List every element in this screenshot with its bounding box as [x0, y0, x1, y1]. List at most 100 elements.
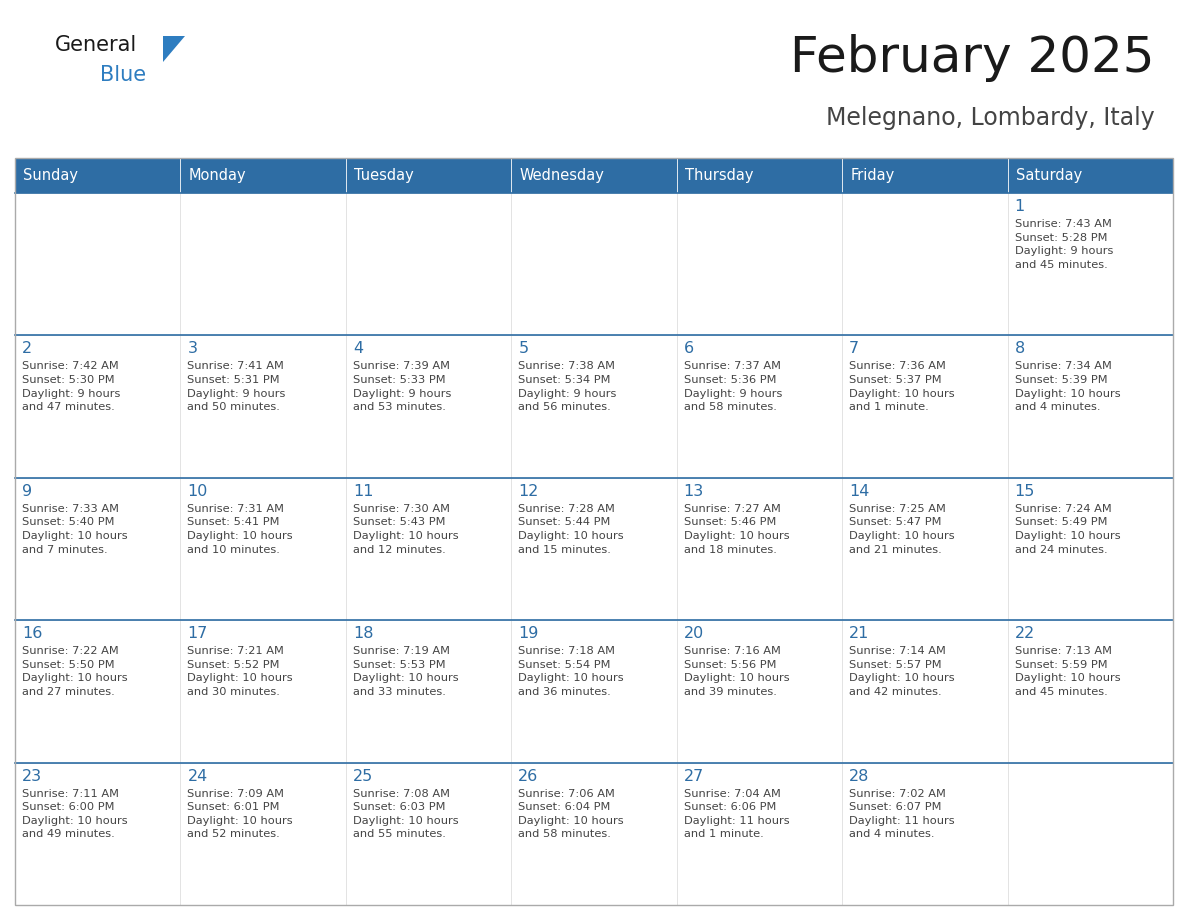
FancyBboxPatch shape [1007, 621, 1173, 763]
Text: 8: 8 [1015, 341, 1025, 356]
Text: 12: 12 [518, 484, 538, 498]
FancyBboxPatch shape [842, 621, 1007, 763]
FancyBboxPatch shape [511, 193, 677, 335]
Text: Sunrise: 7:16 AM
Sunset: 5:56 PM
Daylight: 10 hours
and 39 minutes.: Sunrise: 7:16 AM Sunset: 5:56 PM Dayligh… [684, 646, 789, 697]
FancyBboxPatch shape [346, 335, 511, 477]
Text: Sunrise: 7:24 AM
Sunset: 5:49 PM
Daylight: 10 hours
and 24 minutes.: Sunrise: 7:24 AM Sunset: 5:49 PM Dayligh… [1015, 504, 1120, 554]
Text: 15: 15 [1015, 484, 1035, 498]
Text: 11: 11 [353, 484, 373, 498]
FancyBboxPatch shape [677, 763, 842, 905]
Text: 3: 3 [188, 341, 197, 356]
Text: Melegnano, Lombardy, Italy: Melegnano, Lombardy, Italy [826, 106, 1155, 130]
FancyBboxPatch shape [181, 193, 346, 335]
Text: Sunrise: 7:13 AM
Sunset: 5:59 PM
Daylight: 10 hours
and 45 minutes.: Sunrise: 7:13 AM Sunset: 5:59 PM Dayligh… [1015, 646, 1120, 697]
Text: Sunrise: 7:41 AM
Sunset: 5:31 PM
Daylight: 9 hours
and 50 minutes.: Sunrise: 7:41 AM Sunset: 5:31 PM Dayligh… [188, 362, 286, 412]
Text: 24: 24 [188, 768, 208, 784]
Text: Sunrise: 7:28 AM
Sunset: 5:44 PM
Daylight: 10 hours
and 15 minutes.: Sunrise: 7:28 AM Sunset: 5:44 PM Dayligh… [518, 504, 624, 554]
Text: Sunrise: 7:14 AM
Sunset: 5:57 PM
Daylight: 10 hours
and 42 minutes.: Sunrise: 7:14 AM Sunset: 5:57 PM Dayligh… [849, 646, 955, 697]
Text: 9: 9 [23, 484, 32, 498]
Text: Sunrise: 7:39 AM
Sunset: 5:33 PM
Daylight: 9 hours
and 53 minutes.: Sunrise: 7:39 AM Sunset: 5:33 PM Dayligh… [353, 362, 451, 412]
Text: 16: 16 [23, 626, 43, 641]
Text: Monday: Monday [189, 168, 246, 183]
Text: 26: 26 [518, 768, 538, 784]
Text: Sunrise: 7:30 AM
Sunset: 5:43 PM
Daylight: 10 hours
and 12 minutes.: Sunrise: 7:30 AM Sunset: 5:43 PM Dayligh… [353, 504, 459, 554]
FancyBboxPatch shape [842, 477, 1007, 621]
Text: Sunrise: 7:09 AM
Sunset: 6:01 PM
Daylight: 10 hours
and 52 minutes.: Sunrise: 7:09 AM Sunset: 6:01 PM Dayligh… [188, 789, 293, 839]
FancyBboxPatch shape [511, 477, 677, 621]
FancyBboxPatch shape [842, 763, 1007, 905]
Text: 10: 10 [188, 484, 208, 498]
Text: Sunrise: 7:34 AM
Sunset: 5:39 PM
Daylight: 10 hours
and 4 minutes.: Sunrise: 7:34 AM Sunset: 5:39 PM Dayligh… [1015, 362, 1120, 412]
Text: 23: 23 [23, 768, 42, 784]
FancyBboxPatch shape [181, 621, 346, 763]
Text: 7: 7 [849, 341, 859, 356]
Text: Sunrise: 7:22 AM
Sunset: 5:50 PM
Daylight: 10 hours
and 27 minutes.: Sunrise: 7:22 AM Sunset: 5:50 PM Dayligh… [23, 646, 127, 697]
Text: 4: 4 [353, 341, 364, 356]
FancyBboxPatch shape [511, 158, 677, 193]
FancyBboxPatch shape [15, 763, 181, 905]
Text: Sunrise: 7:11 AM
Sunset: 6:00 PM
Daylight: 10 hours
and 49 minutes.: Sunrise: 7:11 AM Sunset: 6:00 PM Dayligh… [23, 789, 127, 839]
FancyBboxPatch shape [15, 477, 181, 621]
Text: 6: 6 [684, 341, 694, 356]
Text: Sunrise: 7:33 AM
Sunset: 5:40 PM
Daylight: 10 hours
and 7 minutes.: Sunrise: 7:33 AM Sunset: 5:40 PM Dayligh… [23, 504, 127, 554]
Text: General: General [55, 35, 138, 55]
Text: Sunrise: 7:43 AM
Sunset: 5:28 PM
Daylight: 9 hours
and 45 minutes.: Sunrise: 7:43 AM Sunset: 5:28 PM Dayligh… [1015, 219, 1113, 270]
Text: 17: 17 [188, 626, 208, 641]
Text: Sunrise: 7:18 AM
Sunset: 5:54 PM
Daylight: 10 hours
and 36 minutes.: Sunrise: 7:18 AM Sunset: 5:54 PM Dayligh… [518, 646, 624, 697]
FancyBboxPatch shape [842, 158, 1007, 193]
FancyBboxPatch shape [842, 193, 1007, 335]
Text: Wednesday: Wednesday [519, 168, 605, 183]
Text: 25: 25 [353, 768, 373, 784]
Text: Sunrise: 7:36 AM
Sunset: 5:37 PM
Daylight: 10 hours
and 1 minute.: Sunrise: 7:36 AM Sunset: 5:37 PM Dayligh… [849, 362, 955, 412]
Text: Sunrise: 7:21 AM
Sunset: 5:52 PM
Daylight: 10 hours
and 30 minutes.: Sunrise: 7:21 AM Sunset: 5:52 PM Dayligh… [188, 646, 293, 697]
FancyBboxPatch shape [346, 158, 511, 193]
FancyBboxPatch shape [181, 477, 346, 621]
Text: Saturday: Saturday [1016, 168, 1082, 183]
Text: Sunrise: 7:38 AM
Sunset: 5:34 PM
Daylight: 9 hours
and 56 minutes.: Sunrise: 7:38 AM Sunset: 5:34 PM Dayligh… [518, 362, 617, 412]
FancyBboxPatch shape [15, 621, 181, 763]
Text: Tuesday: Tuesday [354, 168, 413, 183]
FancyBboxPatch shape [677, 193, 842, 335]
FancyBboxPatch shape [15, 193, 181, 335]
Text: February 2025: February 2025 [790, 34, 1155, 82]
Text: 28: 28 [849, 768, 870, 784]
Text: 21: 21 [849, 626, 870, 641]
Text: 20: 20 [684, 626, 704, 641]
FancyBboxPatch shape [1007, 158, 1173, 193]
Text: 14: 14 [849, 484, 870, 498]
Text: Sunrise: 7:06 AM
Sunset: 6:04 PM
Daylight: 10 hours
and 58 minutes.: Sunrise: 7:06 AM Sunset: 6:04 PM Dayligh… [518, 789, 624, 839]
Text: 13: 13 [684, 484, 704, 498]
Text: 1: 1 [1015, 199, 1025, 214]
Text: Thursday: Thursday [684, 168, 753, 183]
Text: 22: 22 [1015, 626, 1035, 641]
FancyBboxPatch shape [1007, 335, 1173, 477]
FancyBboxPatch shape [181, 763, 346, 905]
Text: Sunrise: 7:02 AM
Sunset: 6:07 PM
Daylight: 11 hours
and 4 minutes.: Sunrise: 7:02 AM Sunset: 6:07 PM Dayligh… [849, 789, 955, 839]
FancyBboxPatch shape [15, 335, 181, 477]
FancyBboxPatch shape [677, 477, 842, 621]
Text: Sunrise: 7:04 AM
Sunset: 6:06 PM
Daylight: 11 hours
and 1 minute.: Sunrise: 7:04 AM Sunset: 6:06 PM Dayligh… [684, 789, 789, 839]
FancyBboxPatch shape [677, 621, 842, 763]
Text: 5: 5 [518, 341, 529, 356]
FancyBboxPatch shape [1007, 763, 1173, 905]
Text: 27: 27 [684, 768, 704, 784]
FancyBboxPatch shape [346, 193, 511, 335]
Text: Sunrise: 7:19 AM
Sunset: 5:53 PM
Daylight: 10 hours
and 33 minutes.: Sunrise: 7:19 AM Sunset: 5:53 PM Dayligh… [353, 646, 459, 697]
FancyBboxPatch shape [346, 763, 511, 905]
FancyBboxPatch shape [346, 621, 511, 763]
Text: 18: 18 [353, 626, 373, 641]
Polygon shape [163, 36, 185, 62]
Text: Sunrise: 7:25 AM
Sunset: 5:47 PM
Daylight: 10 hours
and 21 minutes.: Sunrise: 7:25 AM Sunset: 5:47 PM Dayligh… [849, 504, 955, 554]
FancyBboxPatch shape [677, 335, 842, 477]
Text: Sunrise: 7:08 AM
Sunset: 6:03 PM
Daylight: 10 hours
and 55 minutes.: Sunrise: 7:08 AM Sunset: 6:03 PM Dayligh… [353, 789, 459, 839]
FancyBboxPatch shape [511, 335, 677, 477]
Text: Sunrise: 7:27 AM
Sunset: 5:46 PM
Daylight: 10 hours
and 18 minutes.: Sunrise: 7:27 AM Sunset: 5:46 PM Dayligh… [684, 504, 789, 554]
FancyBboxPatch shape [15, 158, 181, 193]
Text: Sunrise: 7:37 AM
Sunset: 5:36 PM
Daylight: 9 hours
and 58 minutes.: Sunrise: 7:37 AM Sunset: 5:36 PM Dayligh… [684, 362, 782, 412]
FancyBboxPatch shape [1007, 477, 1173, 621]
FancyBboxPatch shape [181, 158, 346, 193]
FancyBboxPatch shape [842, 335, 1007, 477]
FancyBboxPatch shape [511, 621, 677, 763]
Text: 2: 2 [23, 341, 32, 356]
Text: Sunday: Sunday [23, 168, 78, 183]
